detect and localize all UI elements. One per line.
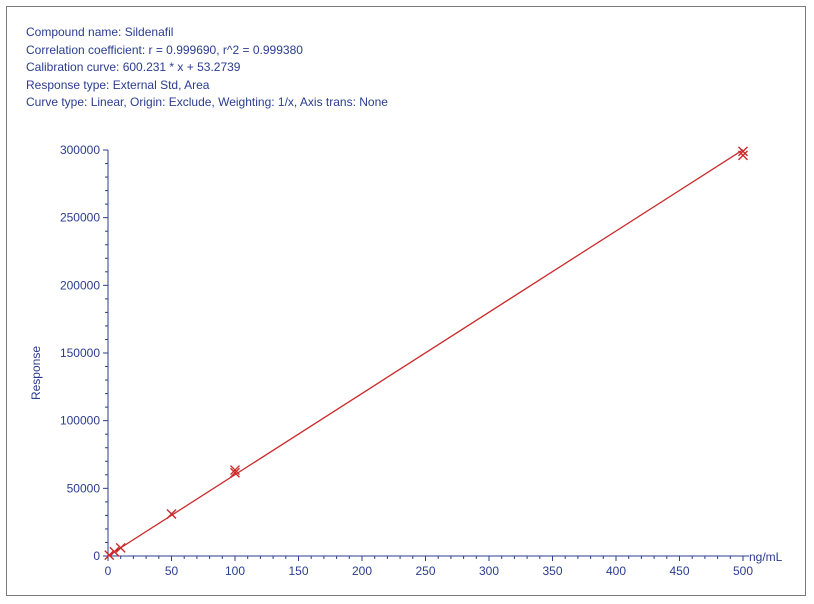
x-tick-label: 400 bbox=[606, 564, 626, 578]
data-point-marker bbox=[109, 546, 120, 557]
data-point-marker bbox=[230, 465, 240, 476]
data-point-marker bbox=[115, 542, 126, 553]
axes-group bbox=[103, 149, 749, 561]
marker-stroke bbox=[738, 146, 748, 157]
y-axis-title: Response bbox=[29, 346, 43, 400]
calibration-curve-line: Calibration curve: 600.231 * x + 53.2739 bbox=[26, 60, 241, 74]
marker-stroke bbox=[166, 509, 177, 520]
marker-stroke bbox=[230, 465, 240, 476]
x-tick-label: 250 bbox=[415, 564, 435, 578]
compound-name-line: Compound name: Sildenafil bbox=[26, 25, 174, 39]
response-type-line: Response type: External Std, Area bbox=[26, 77, 210, 92]
fit-line-group bbox=[107, 149, 744, 557]
x-axis-title: ng/mL bbox=[749, 550, 783, 564]
chart-info-block: Compound name: Sildenafil Correlation co… bbox=[26, 24, 388, 112]
y-tick-label: 0 bbox=[93, 549, 100, 563]
y-tick-label: 100000 bbox=[60, 414, 100, 428]
data-point-marker bbox=[104, 550, 115, 561]
x-tick-label: 50 bbox=[165, 564, 179, 578]
x-tick-label: 500 bbox=[733, 564, 753, 578]
x-tick-label: 100 bbox=[225, 564, 245, 578]
calibration-fit-line bbox=[107, 149, 744, 557]
marker-stroke bbox=[104, 550, 115, 561]
correlation-line: Correlation coefficient: r = 0.999690, r… bbox=[26, 42, 303, 57]
chart-frame bbox=[6, 6, 806, 596]
axis-labels-group: 0 50 100 150 200 250 300 350 400 450 500 0 50000 1000… bbox=[29, 143, 783, 578]
data-point-marker bbox=[166, 509, 177, 520]
x-tick-label: 0 bbox=[105, 564, 112, 578]
x-tick-label: 300 bbox=[479, 564, 499, 578]
y-tick-label: 150000 bbox=[60, 346, 100, 360]
y-tick-label: 50000 bbox=[67, 481, 101, 495]
y-tick-label: 300000 bbox=[60, 143, 100, 157]
curve-type-line: Curve type: Linear, Origin: Exclude, Wei… bbox=[26, 95, 388, 109]
x-tick-label: 200 bbox=[352, 564, 372, 578]
marker-stroke bbox=[109, 546, 120, 557]
data-point-marker bbox=[230, 467, 240, 478]
x-tick-label: 450 bbox=[669, 564, 689, 578]
marker-stroke bbox=[230, 467, 240, 478]
x-tick-label: 150 bbox=[288, 564, 308, 578]
data-point-marker bbox=[738, 150, 748, 161]
marker-stroke bbox=[115, 542, 126, 553]
x-tick-label: 350 bbox=[542, 564, 562, 578]
data-point-marker bbox=[738, 146, 748, 157]
marker-stroke bbox=[738, 150, 748, 161]
y-tick-label: 200000 bbox=[60, 278, 100, 292]
markers-group bbox=[104, 146, 748, 561]
y-tick-label: 250000 bbox=[60, 211, 100, 225]
